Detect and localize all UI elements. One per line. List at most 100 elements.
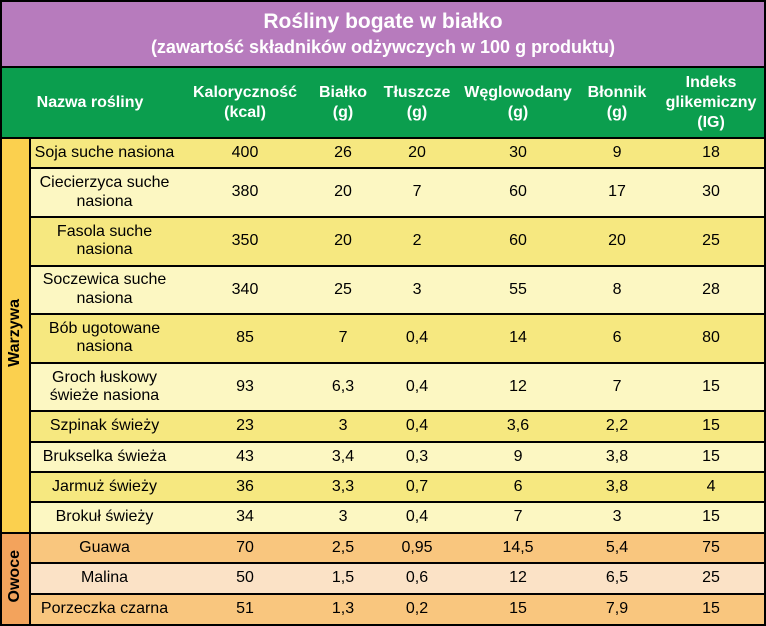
- value-cell: 60: [460, 167, 577, 217]
- value-cell: 4: [658, 471, 764, 503]
- table-row: Fasola suche nasiona 350 20 2 60 20 25: [2, 215, 764, 266]
- column-label: Węglowodany: [464, 83, 572, 101]
- table-row: Soczewica suche nasiona 340 25 3 55 8 28: [2, 264, 764, 315]
- column-label: Nazwa rośliny: [36, 93, 144, 111]
- value-cell: 30: [460, 136, 577, 169]
- value-cell: 350: [178, 215, 313, 266]
- column-unit: (IG): [697, 113, 725, 131]
- value-cell: 12: [460, 562, 577, 594]
- column-label: Białko: [319, 83, 368, 101]
- value-cell: 7: [460, 501, 577, 533]
- value-cell: 23: [178, 410, 313, 442]
- column-label: Indeks glikemiczny: [665, 73, 757, 111]
- table-row: Brokuł świeży 34 3 0,4 7 3 15: [2, 501, 764, 533]
- value-cell: 1,5: [312, 562, 375, 594]
- column-label: Tłuszcze: [383, 83, 451, 101]
- value-cell: 0,2: [374, 592, 461, 624]
- value-cell: 0,4: [374, 313, 461, 363]
- plant-name-cell: Soja suche nasiona: [30, 136, 179, 169]
- plant-name-cell: Brokuł świeży: [30, 501, 179, 533]
- column-header-6: Indeks glikemiczny (IG): [658, 68, 764, 139]
- value-cell: 20: [374, 136, 461, 169]
- value-cell: 18: [658, 136, 764, 169]
- column-header-2: Białko (g): [312, 68, 375, 139]
- value-cell: 20: [312, 215, 375, 266]
- value-cell: 15: [658, 410, 764, 442]
- table-row: Malina 50 1,5 0,6 12 6,5 25: [2, 562, 764, 594]
- value-cell: 380: [178, 167, 313, 217]
- value-cell: 50: [178, 562, 313, 594]
- plant-name-cell: Malina: [30, 562, 179, 594]
- value-cell: 400: [178, 136, 313, 169]
- table-row: Ciecierzyca suche nasiona 380 20 7 60 17 30: [2, 167, 764, 217]
- plant-name-cell: Szpinak świeży: [30, 410, 179, 442]
- value-cell: 6,5: [576, 562, 659, 594]
- plant-name-cell: Jarmuż świeży: [30, 471, 179, 503]
- value-cell: 25: [658, 562, 764, 594]
- value-cell: 0,3: [374, 440, 461, 473]
- page-subtitle: (zawartość składników odżywczych w 100 g…: [150, 37, 616, 58]
- plant-name-cell: Ciecierzyca suche nasiona: [30, 167, 179, 217]
- value-cell: 25: [658, 215, 764, 266]
- value-cell: 26: [312, 136, 375, 169]
- category-strip-owoce: Owoce: [2, 531, 31, 624]
- value-cell: 7: [312, 313, 375, 363]
- category-strip-warzywa: Warzywa: [2, 137, 31, 533]
- value-cell: 8: [576, 264, 659, 315]
- column-header-4: Węglowodany (g): [460, 68, 577, 139]
- table-row: Porzeczka czarna 51 1,3 0,2 15 7,9 15: [2, 592, 764, 624]
- column-header-3: Tłuszcze (g): [374, 68, 461, 139]
- value-cell: 15: [658, 592, 764, 624]
- plant-name-cell: Porzeczka czarna: [30, 592, 179, 624]
- value-cell: 12: [460, 361, 577, 412]
- value-cell: 80: [658, 313, 764, 363]
- table-body: Warzywa Soja suche nasiona 400 26 20 30 9 18 Cie…: [2, 136, 764, 624]
- column-header-1: Kaloryczność (kcal): [178, 68, 313, 139]
- value-cell: 2: [374, 215, 461, 266]
- value-cell: 6: [460, 471, 577, 503]
- value-cell: 2,2: [576, 410, 659, 442]
- value-cell: 51: [178, 592, 313, 624]
- column-header-5: Błonnik (g): [576, 68, 659, 139]
- value-cell: 3,8: [576, 471, 659, 503]
- value-cell: 75: [658, 531, 764, 564]
- value-cell: 15: [658, 501, 764, 533]
- value-cell: 15: [658, 440, 764, 473]
- table-row: Szpinak świeży 23 3 0,4 3,6 2,2 15: [2, 410, 764, 442]
- value-cell: 3: [374, 264, 461, 315]
- title-banner: Rośliny bogate w białko (zawartość skład…: [2, 2, 764, 68]
- value-cell: 7,9: [576, 592, 659, 624]
- value-cell: 3,3: [312, 471, 375, 503]
- value-cell: 3,4: [312, 440, 375, 473]
- value-cell: 15: [658, 361, 764, 412]
- value-cell: 340: [178, 264, 313, 315]
- value-cell: 28: [658, 264, 764, 315]
- plant-name-cell: Bób ugotowane nasiona: [30, 313, 179, 363]
- value-cell: 1,3: [312, 592, 375, 624]
- value-cell: 5,4: [576, 531, 659, 564]
- column-unit: (kcal): [224, 103, 266, 121]
- value-cell: 15: [460, 592, 577, 624]
- category-label: Owoce: [6, 549, 24, 603]
- header-row: Nazwa rośliny Kaloryczność (kcal) Białko (g)…: [2, 68, 764, 139]
- value-cell: 0,4: [374, 410, 461, 442]
- value-cell: 60: [460, 215, 577, 266]
- table-row: Bób ugotowane nasiona 85 7 0,4 14 6 80: [2, 313, 764, 363]
- table-row: Warzywa Soja suche nasiona 400 26 20 30 9 18: [2, 136, 764, 533]
- value-cell: 17: [576, 167, 659, 217]
- value-cell: 3,8: [576, 440, 659, 473]
- column-header-0: Nazwa rośliny: [2, 68, 179, 139]
- value-cell: 20: [576, 215, 659, 266]
- value-cell: 36: [178, 471, 313, 503]
- value-cell: 7: [576, 361, 659, 412]
- column-unit: (g): [332, 103, 354, 121]
- page-title: Rośliny bogate w białko: [263, 10, 503, 34]
- table-row: Groch łuskowy świeże nasiona 93 6,3 0,4 12 7 1…: [2, 361, 764, 412]
- value-cell: 93: [178, 361, 313, 412]
- value-cell: 7: [374, 167, 461, 217]
- value-cell: 0,95: [374, 531, 461, 564]
- value-cell: 6,3: [312, 361, 375, 412]
- table-row: Brukselka świeża 43 3,4 0,3 9 3,8 15: [2, 440, 764, 473]
- value-cell: 3: [312, 410, 375, 442]
